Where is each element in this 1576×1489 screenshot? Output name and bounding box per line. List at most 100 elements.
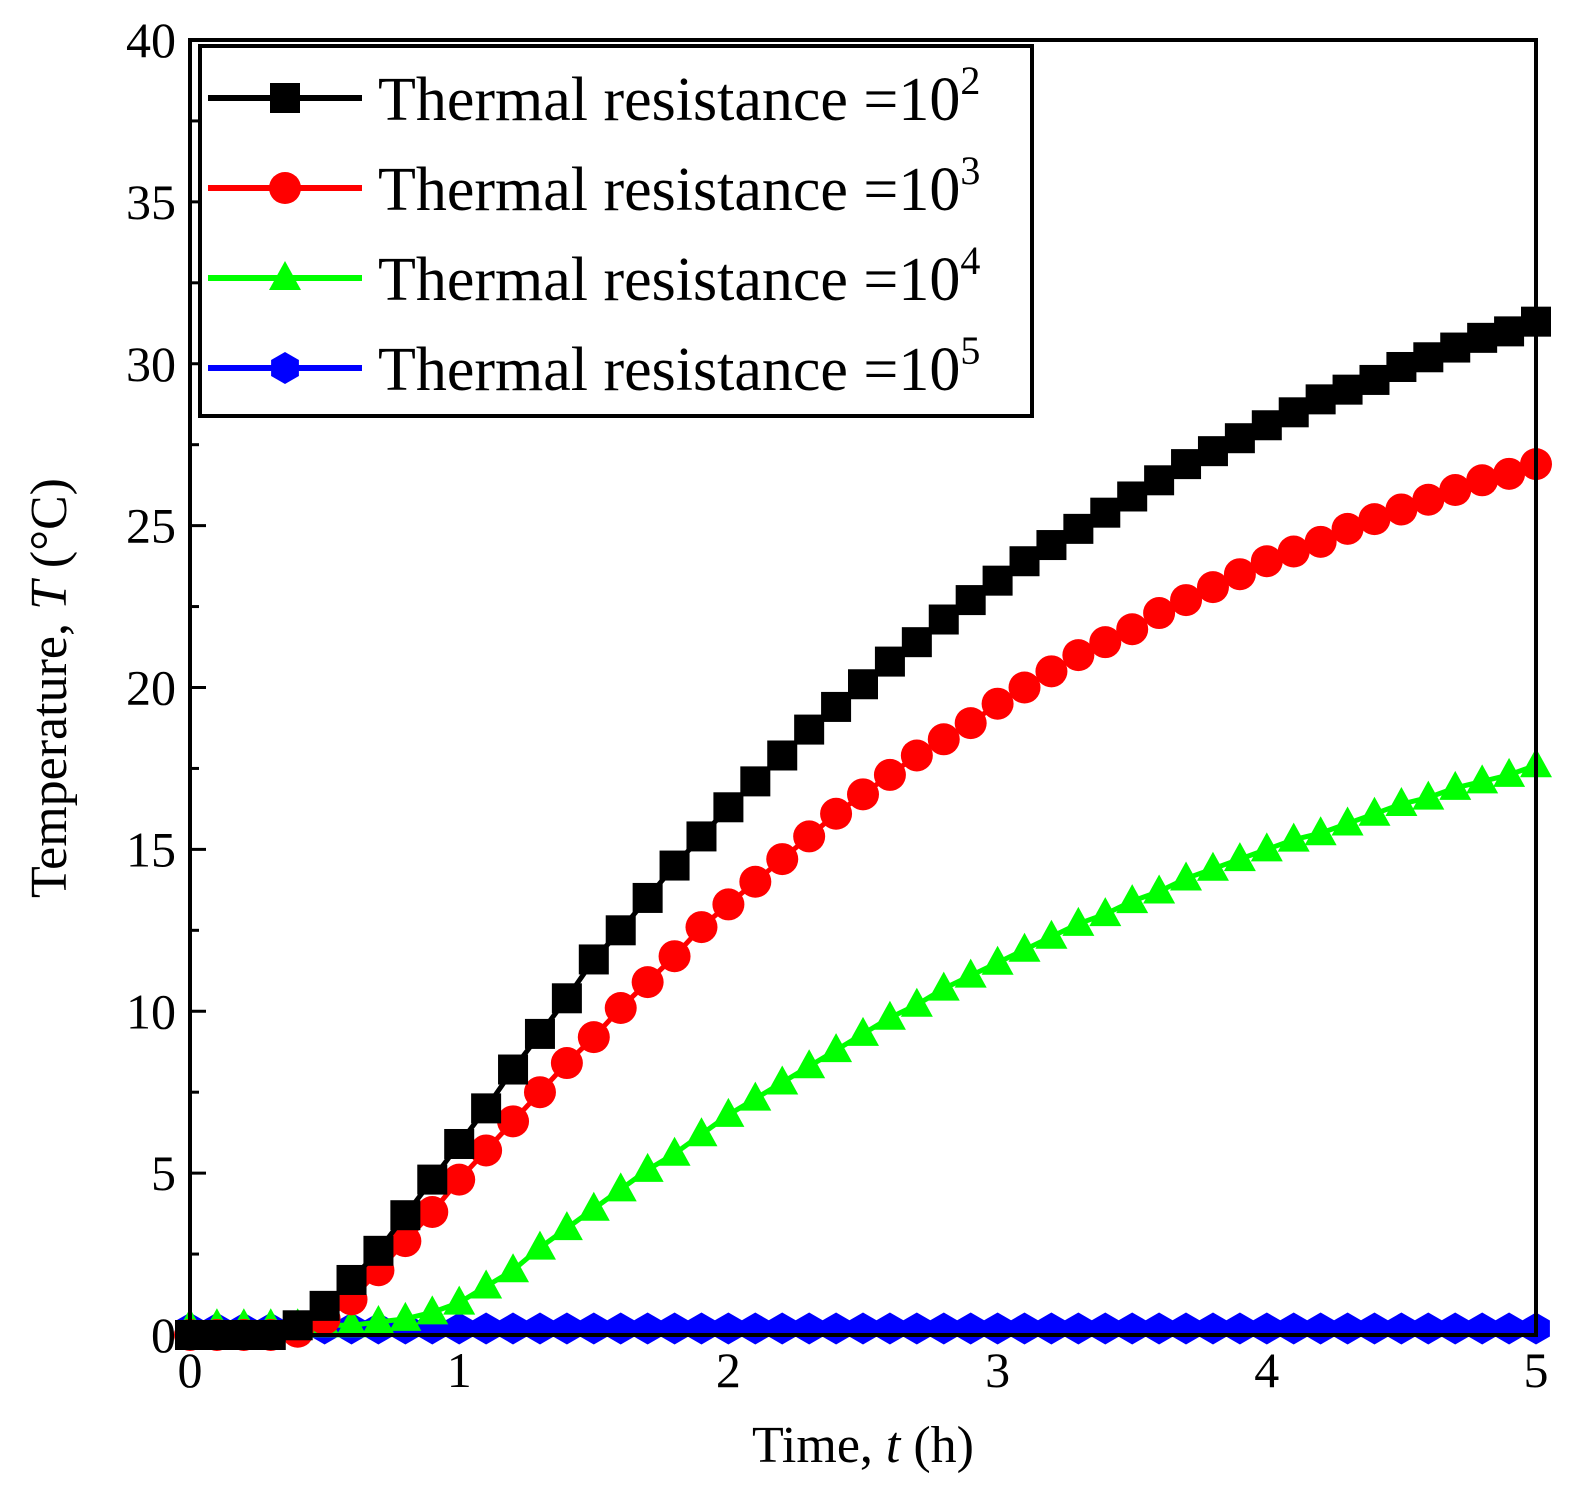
- data-point: [1359, 364, 1390, 395]
- y-tick-label: 40: [126, 12, 176, 68]
- data-point: [658, 940, 691, 973]
- data-point: [1304, 816, 1337, 846]
- data-point: [1250, 832, 1283, 862]
- data-point: [1008, 671, 1041, 704]
- data-point: [766, 843, 799, 876]
- data-point: [445, 1312, 474, 1345]
- data-point: [1116, 613, 1149, 646]
- data-point: [1172, 1312, 1200, 1345]
- data-point: [470, 1269, 503, 1299]
- data-point: [1035, 655, 1068, 688]
- data-point: [658, 1136, 691, 1166]
- data-point: [578, 944, 609, 975]
- data-point: [604, 992, 637, 1025]
- data-point: [523, 1076, 556, 1109]
- legend-marker: [269, 261, 301, 290]
- data-point: [1493, 757, 1526, 787]
- axis-ticks: 0 1 2 3 4 5 0 5 10 15 20 25 30 35 40: [126, 12, 1549, 1398]
- y-tick-label: 15: [126, 821, 176, 877]
- data-point: [1116, 884, 1149, 914]
- data-point: [1466, 764, 1499, 794]
- data-point: [417, 1164, 448, 1195]
- y-tick-label: 0: [151, 1307, 176, 1363]
- x-tick-label: 5: [1524, 1342, 1549, 1398]
- data-point: [1171, 449, 1202, 480]
- data-point: [498, 1054, 529, 1085]
- data-point: [847, 778, 879, 811]
- data-point: [1277, 535, 1310, 568]
- series-square: [175, 306, 1551, 1350]
- data-point: [1332, 374, 1363, 405]
- legend-entry: Thermal resistance =105: [208, 328, 980, 404]
- data-point: [309, 1290, 340, 1321]
- x-tick-label: 4: [1254, 1342, 1279, 1398]
- data-point: [633, 1312, 662, 1345]
- data-point: [1196, 851, 1229, 881]
- data-point: [956, 1312, 985, 1345]
- data-point: [605, 915, 636, 946]
- legend-label: Thermal resistance =103: [378, 148, 980, 224]
- data-point: [1118, 1312, 1147, 1345]
- data-point: [470, 1134, 503, 1167]
- data-point: [335, 1308, 368, 1338]
- data-point: [1035, 919, 1068, 949]
- x-tick-label: 2: [716, 1342, 741, 1398]
- data-point: [1143, 597, 1176, 630]
- y-tick-label: 5: [151, 1145, 176, 1201]
- data-point: [1008, 932, 1041, 962]
- data-point: [1467, 322, 1498, 353]
- data-point: [1387, 1312, 1416, 1345]
- data-point: [524, 1018, 555, 1049]
- data-point: [847, 1016, 879, 1046]
- data-point: [363, 1235, 394, 1266]
- legend-label: Thermal resistance =105: [378, 328, 980, 404]
- data-point: [1062, 906, 1095, 936]
- legend-marker: [271, 352, 299, 384]
- data-point: [712, 888, 745, 921]
- data-point: [1331, 512, 1364, 545]
- data-point: [1199, 1312, 1227, 1345]
- data-point: [1304, 525, 1337, 558]
- data-point: [1170, 584, 1203, 617]
- data-point: [1063, 513, 1094, 544]
- data-point: [1441, 1312, 1470, 1345]
- data-point: [1089, 897, 1122, 927]
- data-point: [822, 1312, 850, 1345]
- data-point: [550, 1047, 583, 1080]
- legend: Thermal resistance =102 Thermal resistanc…: [198, 44, 1034, 418]
- y-tick-label: 10: [126, 983, 176, 1039]
- data-point: [1037, 1312, 1066, 1345]
- legend-entry: Thermal resistance =104: [208, 238, 980, 314]
- data-point: [1439, 474, 1472, 507]
- data-point: [1197, 436, 1228, 467]
- y-axis-title: Temperature, T (°C): [21, 478, 78, 898]
- data-point: [820, 1033, 853, 1063]
- data-point: [1414, 1312, 1443, 1345]
- data-point: [686, 821, 717, 852]
- data-point: [794, 714, 825, 745]
- data-point: [927, 971, 960, 1001]
- data-point: [1495, 1312, 1523, 1345]
- data-point: [983, 1312, 1012, 1345]
- y-tick-label: 25: [126, 498, 176, 554]
- data-point: [416, 1195, 449, 1228]
- data-point: [1009, 546, 1040, 577]
- data-point: [631, 966, 664, 999]
- data-point: [712, 1097, 745, 1127]
- data-point: [1196, 571, 1229, 604]
- data-point: [472, 1312, 500, 1345]
- data-point: [416, 1295, 449, 1325]
- data-point: [1170, 861, 1203, 891]
- data-point: [1224, 423, 1255, 454]
- data-point: [1250, 545, 1283, 578]
- data-point: [848, 669, 878, 700]
- legend-entry: Thermal resistance =102: [208, 58, 980, 134]
- x-axis-title: Time, t (h): [752, 1417, 974, 1474]
- data-point: [821, 691, 852, 722]
- data-point: [390, 1200, 421, 1231]
- data-point: [954, 707, 987, 740]
- data-point: [714, 1312, 743, 1345]
- data-point: [1440, 332, 1471, 363]
- data-point: [1305, 384, 1336, 415]
- data-point: [1091, 1312, 1120, 1345]
